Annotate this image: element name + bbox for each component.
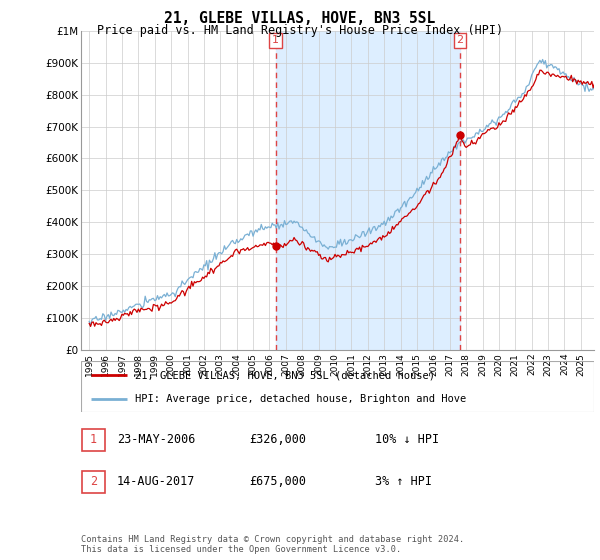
Text: 21, GLEBE VILLAS, HOVE, BN3 5SL: 21, GLEBE VILLAS, HOVE, BN3 5SL <box>164 11 436 26</box>
Text: Contains HM Land Registry data © Crown copyright and database right 2024.
This d: Contains HM Land Registry data © Crown c… <box>81 535 464 554</box>
Text: £675,000: £675,000 <box>249 475 306 488</box>
Bar <box>276 31 460 350</box>
Text: Price paid vs. HM Land Registry's House Price Index (HPI): Price paid vs. HM Land Registry's House … <box>97 24 503 37</box>
Text: 2: 2 <box>90 475 97 488</box>
Text: 2: 2 <box>457 35 463 45</box>
Text: 3% ↑ HPI: 3% ↑ HPI <box>375 475 432 488</box>
Text: 1: 1 <box>90 433 97 446</box>
Text: £326,000: £326,000 <box>249 433 306 446</box>
Text: 23-MAY-2006: 23-MAY-2006 <box>117 433 196 446</box>
Text: 21, GLEBE VILLAS, HOVE, BN3 5SL (detached house): 21, GLEBE VILLAS, HOVE, BN3 5SL (detache… <box>135 370 435 380</box>
Text: 1: 1 <box>272 35 279 45</box>
Text: 10% ↓ HPI: 10% ↓ HPI <box>375 433 439 446</box>
Text: HPI: Average price, detached house, Brighton and Hove: HPI: Average price, detached house, Brig… <box>135 394 466 404</box>
Text: 14-AUG-2017: 14-AUG-2017 <box>117 475 196 488</box>
